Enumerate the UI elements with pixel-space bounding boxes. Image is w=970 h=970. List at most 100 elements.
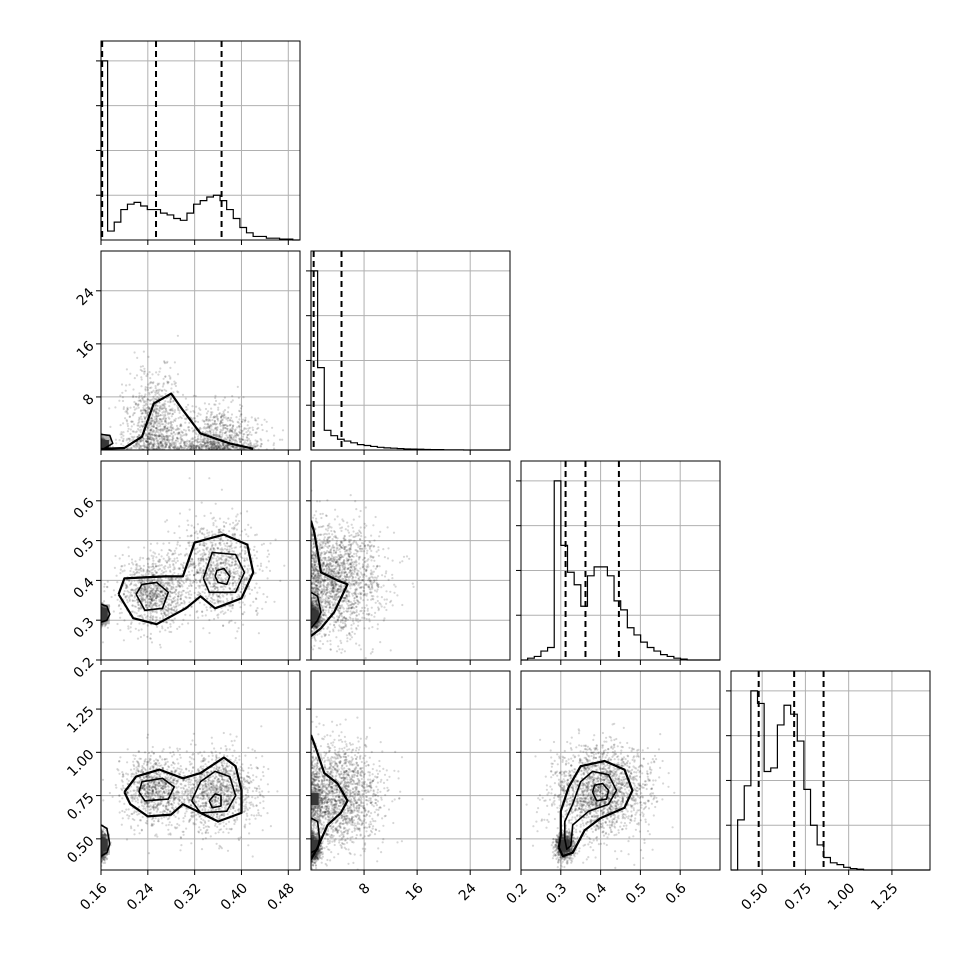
scatter-point [150,427,153,430]
scatter-point [185,591,188,594]
scatter-point [171,591,174,594]
scatter-point [233,587,236,591]
scatter-point [201,444,204,447]
scatter-point [266,577,269,580]
scatter-point [163,402,166,405]
scatter-point [155,571,159,574]
scatter-point [199,443,202,446]
scatter-point [220,421,223,424]
scatter-point [228,586,231,590]
scatter-point [127,596,130,599]
scatter-point [153,405,156,408]
scatter-point [220,414,223,417]
scatter-point [181,431,184,434]
scatter-point [147,435,150,438]
scatter-point [211,418,214,422]
scatter-point [161,589,164,592]
scatter-point [226,443,229,446]
scatter-point [154,562,157,566]
scatter-point [160,612,163,615]
scatter-point [162,377,165,380]
scatter-point [192,440,195,443]
scatter-point [144,432,147,435]
scatter-point [207,443,210,446]
scatter-point [149,549,152,552]
scatter-point [144,386,147,389]
scatter-point [165,427,169,430]
scatter-point [162,410,165,413]
scatter-point [203,439,206,442]
scatter-point [145,403,148,406]
scatter-point [185,547,188,550]
scatter-point [140,412,143,415]
scatter-point [148,437,151,441]
scatter-point [226,445,229,448]
scatter-point [120,383,124,386]
scatter-point [144,605,148,608]
scatter-point [138,396,141,399]
scatter-point [171,587,174,591]
scatter-point [183,442,186,445]
y-tick-label: 8 [80,391,98,409]
scatter-point [227,417,230,420]
scatter-point [166,382,169,385]
scatter-point [160,418,163,421]
scatter-point [223,431,226,435]
scatter-point [238,425,241,428]
scatter-point [149,442,152,445]
scatter-point [169,429,173,432]
scatter-point [222,423,225,426]
scatter-point [167,610,170,613]
scatter-point [168,442,171,445]
scatter-point [243,433,246,436]
scatter-point [212,416,215,419]
scatter-point [229,436,232,439]
scatter-point [157,425,160,428]
scatter-point [105,585,109,588]
scatter-point [148,426,151,429]
scatter-point [208,418,211,421]
scatter-point [166,427,169,430]
scatter-point [257,417,260,420]
scatter-point [204,431,207,434]
scatter-point [155,596,158,599]
scatter-point [153,409,156,412]
scatter-point [171,409,174,412]
scatter-point [190,534,193,537]
scatter-point [215,525,218,528]
scatter-point [159,418,162,421]
scatter-point [150,421,153,424]
scatter-point [150,386,153,389]
scatter-point [155,436,158,440]
scatter-point [222,612,225,615]
scatter-point [177,591,180,594]
scatter-point [150,438,153,441]
scatter-point [192,563,195,566]
scatter-point [180,579,183,583]
scatter-point [157,445,160,448]
scatter-point [169,398,172,401]
scatter-point [223,447,226,450]
scatter-point [210,447,213,450]
scatter-point [231,533,234,536]
scatter-point [197,584,200,587]
scatter-point [173,445,176,448]
scatter-point [120,611,123,614]
scatter-point [230,444,233,448]
scatter-point [219,422,222,425]
scatter-point [160,581,163,584]
scatter-point [265,420,268,423]
scatter-point [151,382,155,385]
scatter-point [209,424,212,427]
scatter-point [152,439,156,442]
scatter-point [142,568,145,571]
scatter-point [232,424,235,427]
scatter-point [153,443,156,446]
scatter-point [209,561,213,564]
scatter-point [215,445,218,449]
scatter-point [173,549,176,552]
scatter-point [239,403,242,406]
scatter-point [143,409,147,412]
scatter-point [149,421,152,424]
scatter-point [246,433,249,437]
